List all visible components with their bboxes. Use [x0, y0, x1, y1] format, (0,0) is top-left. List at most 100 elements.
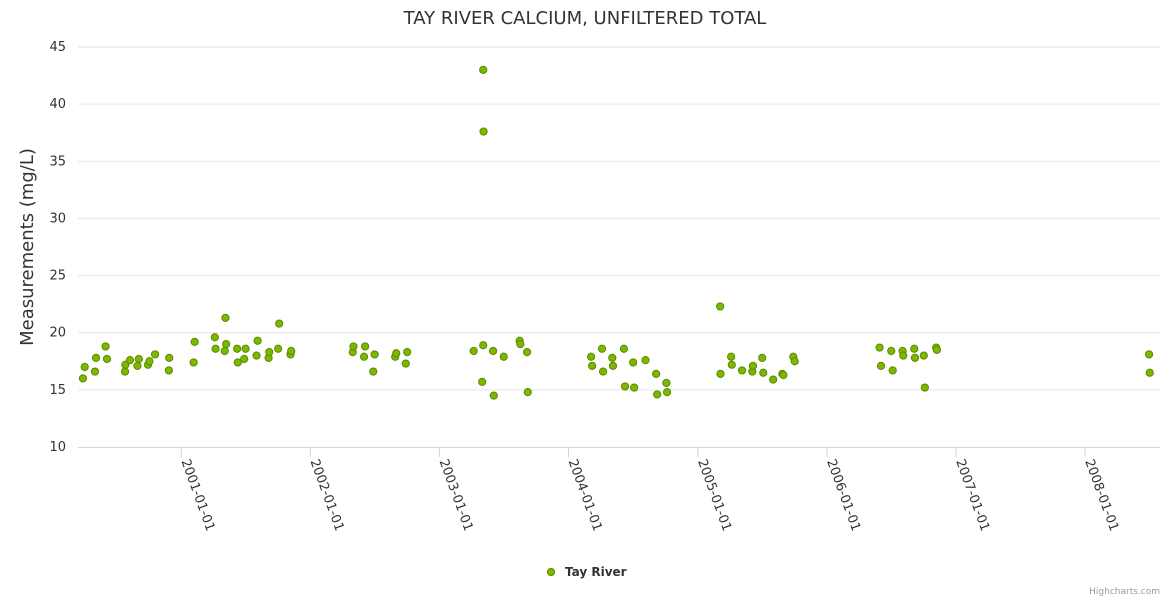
data-point[interactable] [919, 351, 928, 360]
data-point[interactable] [240, 354, 249, 364]
data-point[interactable] [499, 352, 508, 361]
data-point[interactable] [211, 344, 220, 353]
data-point[interactable] [758, 353, 767, 362]
data-point[interactable] [145, 357, 154, 366]
data-point[interactable] [588, 361, 597, 370]
data-point[interactable] [716, 369, 725, 378]
grid-lines [78, 46, 1160, 391]
data-point[interactable] [233, 358, 242, 367]
data-point[interactable] [489, 346, 498, 356]
data-point[interactable] [220, 346, 229, 356]
data-point[interactable] [274, 344, 283, 353]
data-point[interactable] [653, 390, 662, 399]
data-point[interactable] [769, 375, 778, 384]
data-point[interactable] [241, 344, 250, 353]
credits-link[interactable]: Highcharts.com [1089, 587, 1160, 597]
data-point[interactable] [662, 378, 671, 388]
legend-marker[interactable] [546, 567, 556, 577]
data-point[interactable] [1145, 368, 1154, 377]
data-point[interactable] [150, 350, 160, 359]
y-tick-label: 40 [49, 97, 66, 112]
data-point[interactable] [899, 351, 908, 360]
data-point[interactable] [876, 361, 886, 370]
data-point[interactable] [392, 349, 401, 358]
data-point[interactable] [102, 354, 112, 364]
data-point[interactable] [875, 343, 884, 352]
data-point[interactable] [489, 391, 498, 400]
data-point[interactable] [790, 357, 799, 366]
data-point[interactable] [265, 348, 274, 357]
data-point[interactable] [888, 366, 897, 375]
data-point[interactable] [369, 367, 378, 376]
y-tick-label: 35 [49, 154, 66, 169]
y-tick-label: 25 [49, 269, 66, 284]
data-point[interactable] [210, 333, 219, 342]
data-point[interactable] [479, 65, 488, 74]
data-point[interactable] [78, 374, 88, 383]
data-point[interactable] [920, 383, 929, 392]
data-point[interactable] [932, 345, 941, 354]
data-point[interactable] [287, 346, 296, 356]
data-point[interactable] [597, 344, 607, 353]
data-point[interactable] [233, 344, 242, 353]
data-point[interactable] [91, 353, 101, 362]
data-point[interactable] [125, 356, 135, 365]
data-point[interactable] [586, 352, 596, 361]
data-point[interactable] [359, 352, 369, 361]
data-point[interactable] [252, 351, 261, 360]
data-point[interactable] [748, 361, 758, 370]
data-point[interactable] [630, 383, 639, 392]
data-point[interactable] [516, 340, 525, 349]
data-point[interactable] [90, 367, 100, 376]
data-point[interactable] [134, 354, 143, 364]
y-tick-label: 15 [49, 383, 66, 398]
data-point[interactable] [619, 344, 629, 353]
data-point[interactable] [133, 361, 142, 370]
data-point[interactable] [620, 382, 630, 391]
data-point[interactable] [189, 358, 198, 367]
data-point[interactable] [275, 319, 284, 328]
data-point[interactable] [403, 348, 412, 357]
legend[interactable]: Tay River [546, 565, 627, 579]
data-point[interactable] [190, 337, 199, 346]
data-point[interactable] [370, 350, 379, 359]
data-point[interactable] [608, 353, 617, 362]
data-point[interactable] [652, 369, 661, 378]
data-point[interactable] [478, 377, 487, 386]
data-point[interactable] [164, 366, 173, 375]
data-point[interactable] [165, 353, 174, 362]
data-point[interactable] [120, 367, 130, 376]
data-point[interactable] [629, 358, 638, 367]
data-point[interactable] [80, 362, 89, 372]
data-point[interactable] [662, 388, 672, 397]
data-point[interactable] [727, 360, 736, 369]
data-point[interactable] [887, 346, 896, 356]
data-point[interactable] [598, 367, 608, 376]
data-point[interactable] [221, 313, 230, 322]
data-point[interactable] [523, 388, 532, 397]
y-axis-ticks: 10 15 20 25 30 35 40 45 [49, 40, 66, 455]
data-point[interactable] [737, 366, 747, 375]
data-point[interactable] [469, 346, 478, 356]
data-point[interactable] [608, 361, 618, 370]
data-point[interactable] [349, 342, 358, 351]
data-point[interactable] [253, 336, 262, 345]
data-point[interactable] [222, 340, 231, 349]
data-point[interactable] [910, 344, 919, 353]
data-point[interactable] [479, 341, 488, 350]
data-point[interactable] [1144, 350, 1154, 359]
data-point[interactable] [641, 356, 650, 365]
data-point[interactable] [401, 359, 410, 368]
legend-label[interactable]: Tay River [565, 565, 627, 579]
data-point[interactable] [779, 370, 788, 380]
data-point[interactable] [910, 353, 920, 362]
data-point[interactable] [759, 368, 768, 377]
data-point[interactable] [522, 348, 532, 357]
data-point[interactable] [101, 342, 110, 351]
data-point[interactable] [479, 127, 488, 136]
data-point[interactable] [716, 302, 725, 311]
data-point[interactable] [361, 342, 370, 351]
data-point[interactable] [726, 352, 736, 361]
series-tay-river[interactable] [78, 65, 1154, 400]
